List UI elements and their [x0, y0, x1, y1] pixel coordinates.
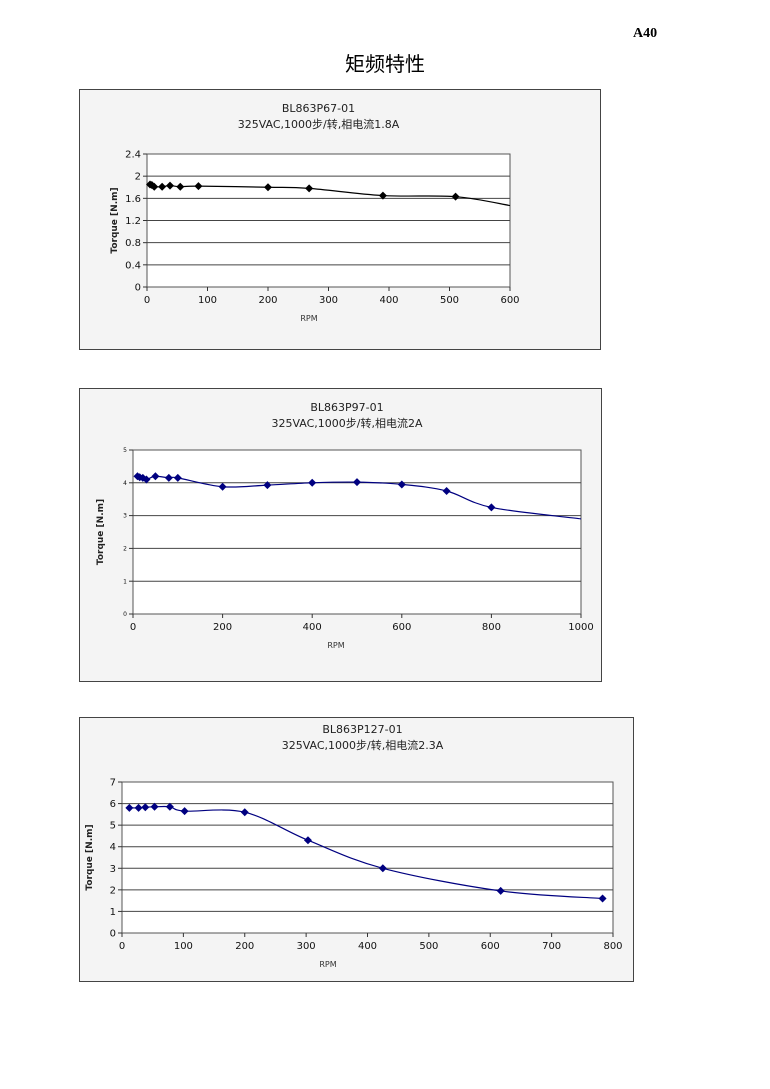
chart-subtitle: 325VAC,1000步/转,相电流2.3A — [282, 738, 444, 752]
page-title: 矩频特性 — [345, 52, 425, 76]
data-point — [150, 182, 159, 191]
x-tick-label: 100 — [174, 941, 193, 952]
data-point — [305, 184, 314, 193]
data-point — [442, 487, 451, 495]
x-tick-label: 500 — [419, 941, 438, 952]
x-tick-label: 500 — [440, 295, 459, 306]
data-point — [158, 182, 167, 191]
data-point — [353, 478, 361, 487]
data-point — [142, 475, 151, 484]
data-point — [397, 480, 406, 489]
x-tick-label: 0 — [130, 622, 136, 633]
y-tick-label: 5 — [110, 821, 116, 832]
data-point — [173, 473, 182, 482]
x-tick-label: 400 — [303, 622, 322, 633]
data-point — [378, 864, 387, 873]
plot-area — [121, 781, 614, 934]
x-tick-label: 300 — [297, 941, 316, 952]
y-tick-label: 2 — [135, 172, 141, 183]
y-tick-label: 4 — [123, 480, 127, 487]
chart-panel-p67: BL863P67-01 325VAC,1000步/转,相电流1.8A 0 0.4 0.8… — [79, 89, 601, 350]
x-tick-label: 0 — [119, 941, 125, 952]
chart-subtitle: 325VAC,1000步/转,相电流1.8A — [238, 117, 400, 131]
chart-svg: BL863P127-01 325VAC,1000步/转,相电流2.3A 0 1 2 3 4 5… — [85, 723, 623, 969]
data-point — [496, 886, 505, 895]
data-point — [240, 808, 249, 817]
y-tick-label: 7 — [110, 778, 116, 789]
data-point — [165, 802, 174, 811]
y-tick-label: 1 — [123, 578, 127, 585]
data-point — [378, 191, 387, 200]
x-tick-label: 400 — [358, 941, 377, 952]
data-point — [308, 478, 317, 487]
y-axis-label: Torque [N.m] — [110, 187, 120, 253]
x-axis-label: RPM — [327, 641, 344, 650]
x-axis-label: RPM — [319, 960, 336, 969]
y-tick-label: 0.8 — [125, 238, 141, 249]
chart-subtitle: 325VAC,1000步/转,相电流2A — [271, 416, 423, 430]
y-tick-label: 3 — [123, 513, 127, 520]
data-point — [164, 473, 173, 482]
y-tick-label: 0 — [135, 283, 141, 294]
x-tick-label: 700 — [542, 941, 561, 952]
data-point — [451, 192, 460, 201]
x-tick-label: 200 — [235, 941, 254, 952]
y-tick-label: 0.4 — [125, 260, 141, 271]
data-point — [263, 481, 272, 490]
data-point — [125, 803, 134, 812]
x-tick-label: 400 — [379, 295, 398, 306]
data-point — [150, 802, 159, 811]
x-axis-label: RPM — [300, 314, 317, 323]
x-tick-label: 600 — [500, 295, 519, 306]
y-tick-label: 0 — [110, 929, 116, 940]
x-tick-label: 0 — [144, 295, 150, 306]
data-point — [264, 183, 272, 192]
y-tick-label: 2 — [123, 546, 127, 553]
y-tick-label: 1 — [110, 907, 116, 918]
data-point — [598, 894, 607, 903]
data-point — [194, 182, 203, 191]
y-tick-label: 0 — [123, 611, 127, 618]
y-tick-label: 2 — [110, 885, 116, 896]
data-point — [303, 836, 312, 845]
page-number: A40 — [633, 26, 658, 41]
data-point — [151, 472, 160, 481]
y-tick-label: 3 — [110, 864, 116, 875]
data-point — [487, 503, 496, 512]
y-tick-label: 1.6 — [125, 194, 141, 205]
y-tick-label: 2.4 — [125, 150, 141, 161]
data-point — [180, 807, 189, 816]
x-tick-label: 300 — [319, 295, 338, 306]
x-tick-label: 100 — [198, 295, 217, 306]
data-point — [138, 473, 147, 482]
chart-panel-p97: BL863P97-01 325VAC,1000步/转,相电流2A 0 1 2 3 4 5 0 20… — [79, 388, 602, 682]
y-axis-label: Torque [N.m] — [85, 824, 95, 890]
chart-title: BL863P127-01 — [322, 723, 402, 736]
y-axis-label: Torque [N.m] — [96, 499, 106, 565]
x-tick-label: 200 — [258, 295, 277, 306]
x-tick-label: 600 — [392, 622, 411, 633]
x-tick-label: 200 — [213, 622, 232, 633]
y-tick-label: 1.2 — [125, 216, 141, 227]
x-tick-label: 800 — [482, 622, 501, 633]
data-point — [218, 482, 227, 491]
y-tick-label: 5 — [123, 447, 127, 454]
chart-svg: BL863P67-01 325VAC,1000步/转,相电流1.8A 0 0.4 0.8… — [110, 102, 520, 323]
x-tick-label: 600 — [481, 941, 500, 952]
data-point — [141, 803, 150, 812]
data-point — [134, 803, 143, 812]
x-tick-label: 800 — [603, 941, 622, 952]
data-point — [165, 181, 174, 190]
chart-title: BL863P97-01 — [310, 401, 383, 414]
x-tick-label: 1000 — [568, 622, 593, 633]
chart-svg: BL863P97-01 325VAC,1000步/转,相电流2A 0 1 2 3 4 5 0 20… — [96, 401, 594, 650]
data-point — [176, 182, 185, 191]
y-tick-label: 4 — [110, 842, 116, 853]
plot-area — [132, 449, 582, 615]
y-tick-label: 6 — [110, 799, 116, 810]
chart-title: BL863P67-01 — [282, 102, 355, 115]
chart-panel-p127: BL863P127-01 325VAC,1000步/转,相电流2.3A 0 1 2 3 4 5… — [79, 717, 634, 982]
